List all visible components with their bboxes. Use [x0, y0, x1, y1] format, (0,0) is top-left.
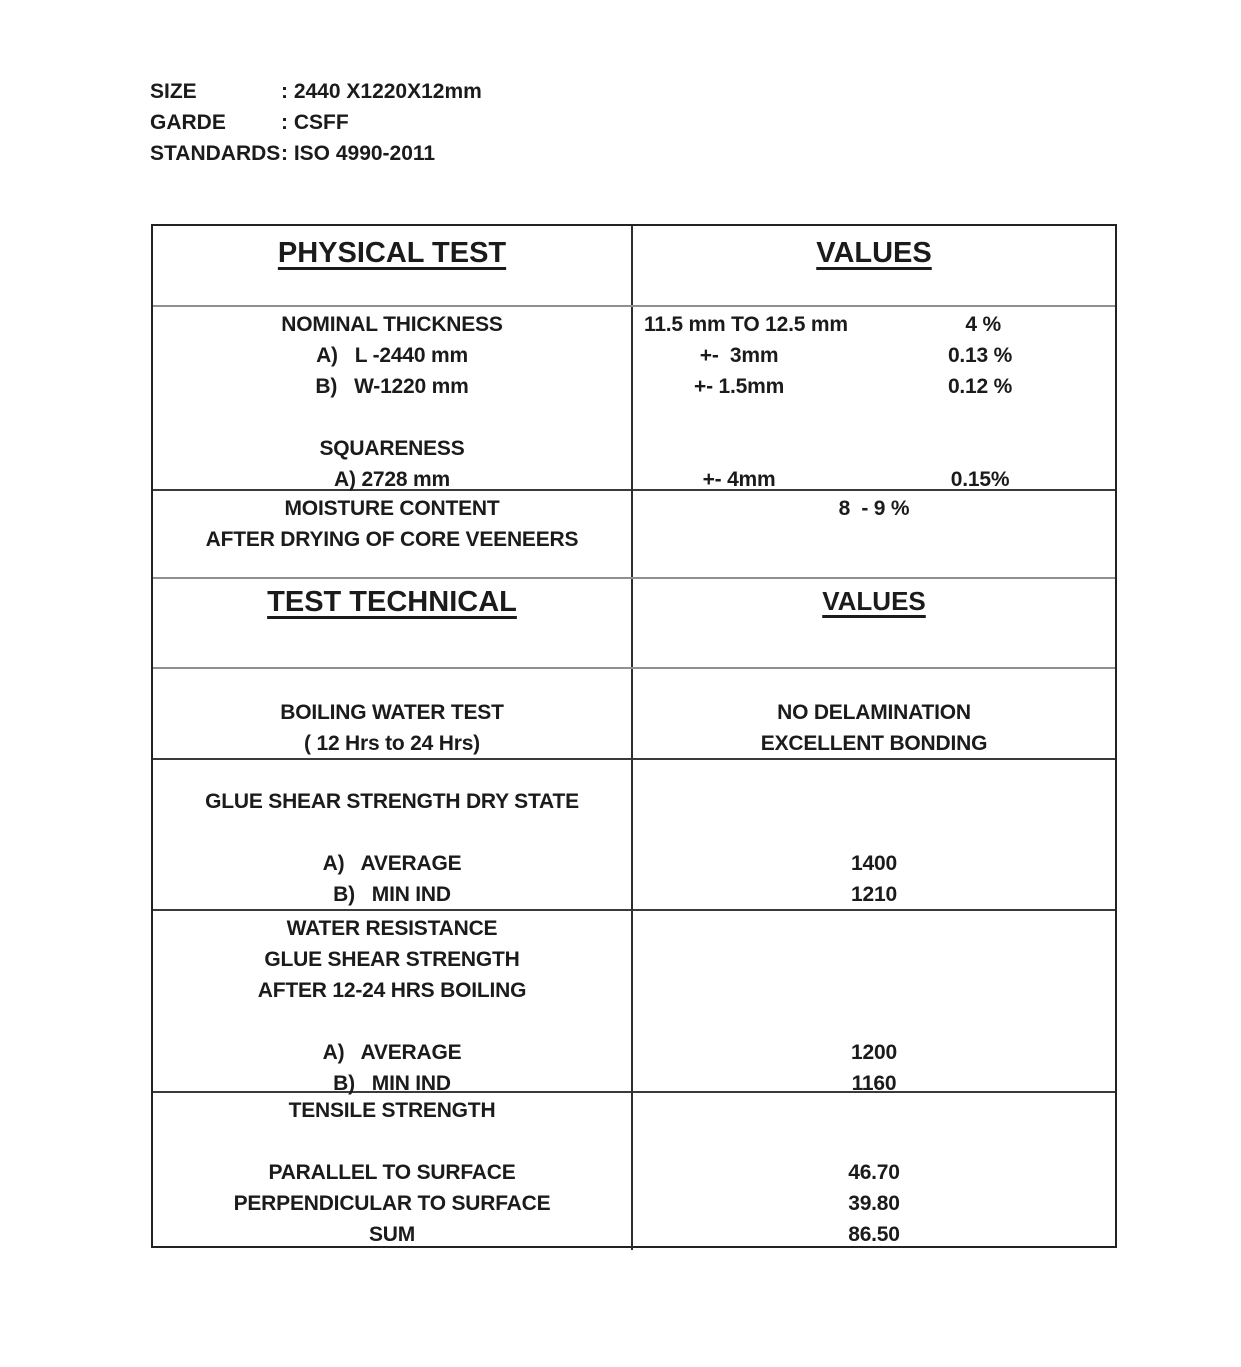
test-technical-title: TEST TECHNICAL	[267, 586, 517, 618]
test-technical-header-cell: TEST TECHNICAL	[153, 579, 633, 667]
no-delamination-value: NO DELAMINATION	[777, 701, 971, 724]
glue-dry-minind-value: 1210	[851, 883, 897, 906]
values-header-cell-1: VALUES	[633, 226, 1115, 305]
squareness-label: SQUARENESS	[319, 437, 465, 460]
spacer-value-line	[633, 433, 1115, 464]
length-label: A) L -2440 mm	[316, 344, 468, 367]
dimensions-test-cell: NOMINAL THICKNESS A) L -2440 mm B) W-122…	[153, 307, 633, 495]
spec-grade-row: GARDE : CSFF	[150, 107, 482, 138]
boiling-water-row: BOILING WATER TEST ( 12 Hrs to 24 Hrs) N…	[153, 669, 1115, 760]
width-label: B) W-1220 mm	[315, 375, 469, 398]
after-boiling-label: AFTER 12-24 HRS BOILING	[257, 979, 527, 1002]
boiling-duration-label: ( 12 Hrs to 24 Hrs)	[304, 732, 480, 755]
boiling-test-cell: BOILING WATER TEST ( 12 Hrs to 24 Hrs)	[153, 669, 633, 759]
spec-size-row: SIZE : 2440 X1220X12mm	[150, 76, 482, 107]
spec-standards-value: : ISO 4990-2011	[281, 142, 436, 165]
water-resistance-test-cell: WATER RESISTANCE GLUE SHEAR STRENGTH AFT…	[153, 911, 633, 1099]
squareness-dim-label: A) 2728 mm	[334, 468, 450, 491]
parallel-label: PARALLEL TO SURFACE	[268, 1161, 516, 1184]
physical-test-header-row: PHYSICAL TEST VALUES	[153, 226, 1115, 307]
spec-size-value: : 2440 X1220X12mm	[281, 80, 482, 103]
tensile-values-cell: 46.70 39.80 86.50	[633, 1093, 1115, 1250]
spec-size-label: SIZE	[150, 80, 197, 103]
spec-header: SIZE : 2440 X1220X12mm GARDE : CSFF STAN…	[150, 76, 482, 169]
nominal-thickness-label: NOMINAL THICKNESS	[281, 313, 503, 336]
sum-value: 86.50	[848, 1223, 900, 1246]
perpendicular-label: PERPENDICULAR TO SURFACE	[233, 1192, 551, 1215]
glue-dry-values-cell: 1400 1210	[633, 760, 1115, 910]
glue-dry-label: GLUE SHEAR STRENGTH DRY STATE	[205, 790, 579, 813]
glue-dry-test-cell: GLUE SHEAR STRENGTH DRY STATE A) AVERAGE…	[153, 760, 633, 910]
glue-dry-average-label: A) AVERAGE	[322, 852, 462, 875]
values-title-2: VALUES	[822, 586, 926, 616]
spec-grade-label: GARDE	[150, 111, 226, 134]
thickness-pct-value: 4 %	[965, 313, 1001, 336]
width-pct-value: 0.12 %	[947, 375, 1013, 398]
water-average-label: A) AVERAGE	[322, 1041, 462, 1064]
physical-test-title: PHYSICAL TEST	[277, 237, 507, 269]
test-results-table: PHYSICAL TEST VALUES NOMINAL THICKNESS A…	[151, 224, 1117, 1250]
boiling-water-test-label: BOILING WATER TEST	[280, 701, 504, 724]
squareness-tolerance-value: +- 4mm	[702, 468, 776, 491]
glue-dry-minind-label: B) MIN IND	[333, 883, 451, 906]
squareness-pct-value: 0.15%	[950, 468, 1010, 491]
spacer-value-line	[633, 402, 1115, 433]
moisture-values-cell: 8 - 9 %	[633, 491, 1115, 577]
dimensions-values-cell: 11.5 mm TO 12.5 mm 4 % +- 3mm 0.13 % +- …	[633, 307, 1115, 495]
water-resistance-values-cell: 1200 1160	[633, 911, 1115, 1099]
thickness-range-value: 11.5 mm TO 12.5 mm	[644, 313, 848, 336]
boiling-values-cell: NO DELAMINATION EXCELLENT BONDING	[633, 669, 1115, 759]
values-header-cell-2: VALUES	[633, 579, 1115, 667]
water-minind-label: B) MIN IND	[333, 1072, 451, 1095]
spacer-line	[153, 402, 631, 433]
parallel-value: 46.70	[848, 1161, 900, 1184]
width-value-line: +- 1.5mm 0.12 %	[633, 371, 1115, 402]
tensile-row: TENSILE STRENGTH PARALLEL TO SURFACE PER…	[153, 1093, 1115, 1250]
water-glue-shear-label: GLUE SHEAR STRENGTH	[264, 948, 520, 971]
length-tolerance-value: +- 3mm	[699, 344, 779, 367]
spec-standards-label: STANDARDS	[150, 142, 281, 165]
values-title-1: VALUES	[816, 237, 932, 269]
physical-test-header-cell: PHYSICAL TEST	[153, 226, 633, 305]
length-pct-value: 0.13 %	[947, 344, 1013, 367]
water-average-value: 1200	[851, 1041, 897, 1064]
moisture-row: MOISTURE CONTENT AFTER DRYING OF CORE VE…	[153, 491, 1115, 579]
water-resistance-row: WATER RESISTANCE GLUE SHEAR STRENGTH AFT…	[153, 911, 1115, 1099]
spec-standards-row: STANDARDS : ISO 4990-2011	[150, 138, 482, 169]
spec-grade-value: : CSFF	[281, 111, 349, 134]
glue-dry-row: GLUE SHEAR STRENGTH DRY STATE A) AVERAGE…	[153, 760, 1115, 911]
moisture-value: 8 - 9 %	[838, 497, 910, 520]
dimensions-row: NOMINAL THICKNESS A) L -2440 mm B) W-122…	[153, 307, 1115, 495]
tensile-test-cell: TENSILE STRENGTH PARALLEL TO SURFACE PER…	[153, 1093, 633, 1250]
water-minind-value: 1160	[851, 1072, 897, 1095]
squareness-value-line: +- 4mm 0.15%	[633, 464, 1115, 495]
width-tolerance-value: +- 1.5mm	[694, 375, 785, 398]
length-value-line: +- 3mm 0.13 %	[633, 340, 1115, 371]
excellent-bonding-value: EXCELLENT BONDING	[760, 732, 988, 755]
perpendicular-value: 39.80	[848, 1192, 900, 1215]
tensile-strength-label: TENSILE STRENGTH	[288, 1099, 496, 1122]
water-resistance-label: WATER RESISTANCE	[286, 917, 498, 940]
test-technical-header-row: TEST TECHNICAL VALUES	[153, 579, 1115, 669]
moisture-content-label: MOISTURE CONTENT	[284, 497, 500, 520]
thickness-value-line: 11.5 mm TO 12.5 mm 4 %	[633, 309, 1115, 340]
moisture-content-sublabel: AFTER DRYING OF CORE VEENEERS	[205, 528, 579, 551]
glue-dry-average-value: 1400	[851, 852, 897, 875]
sum-label: SUM	[368, 1223, 416, 1246]
moisture-test-cell: MOISTURE CONTENT AFTER DRYING OF CORE VE…	[153, 491, 633, 577]
